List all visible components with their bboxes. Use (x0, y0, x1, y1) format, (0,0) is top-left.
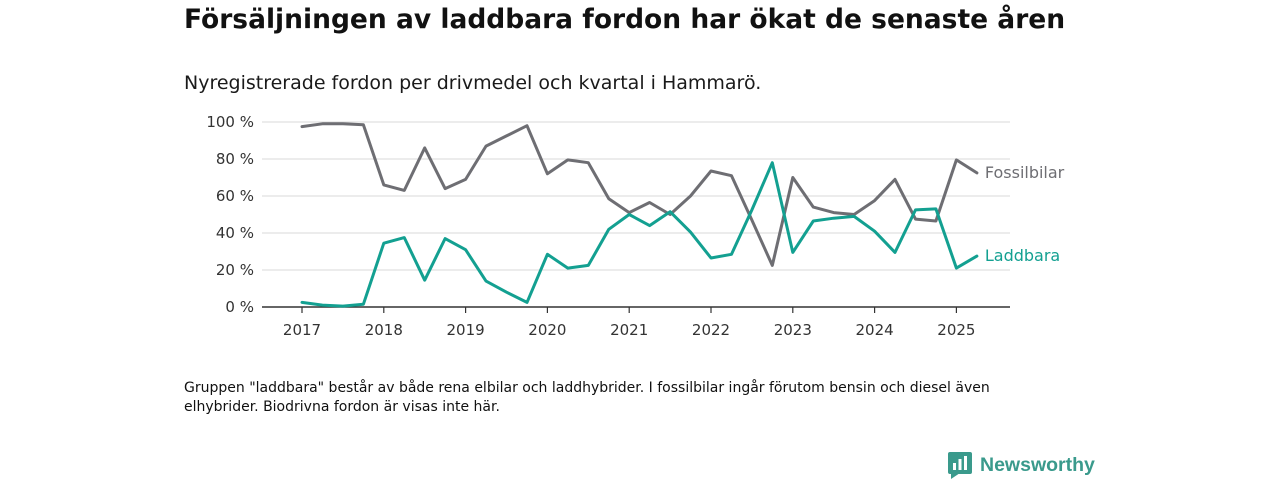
series-line-fossilbilar (300, 122, 979, 267)
x-tick-label: 2019 (447, 321, 485, 339)
series-line-laddbara (300, 161, 979, 308)
brand-name: Newsworthy (980, 453, 1095, 476)
x-tick-label: 2017 (283, 321, 321, 339)
y-tick-label: 0 % (225, 298, 254, 316)
y-tick-label: 20 % (216, 261, 254, 279)
series-label-fossilbilar: Fossilbilar (985, 163, 1065, 182)
x-tick-label: 2020 (528, 321, 566, 339)
chart-title: Försäljningen av laddbara fordon har öka… (184, 4, 1066, 35)
x-tick-label: 2022 (692, 321, 730, 339)
gridlines (262, 121, 1010, 271)
x-tick-label: 2018 (365, 321, 403, 339)
footnote: Gruppen "laddbara" består av både rena e… (184, 380, 990, 415)
x-axis: 2017 2018 2019 2020 2021 2022 2023 2024 2025 (262, 306, 1010, 339)
series-lines (300, 122, 979, 308)
x-tick-label: 2023 (774, 321, 812, 339)
bar-chart-speech-bubble-icon (948, 451, 972, 479)
x-tick-label: 2024 (856, 321, 894, 339)
chart-subtitle: Nyregistrerade fordon per drivmedel och … (184, 72, 762, 94)
brand-logo: Newsworthy (948, 451, 1095, 479)
y-tick-label: 80 % (216, 150, 254, 168)
y-tick-label: 60 % (216, 187, 254, 205)
x-tick-label: 2025 (937, 321, 975, 339)
x-tick-label: 2021 (610, 321, 648, 339)
y-axis: 0 % 20 % 40 % 60 % 80 % 100 % (206, 113, 254, 316)
y-tick-label: 40 % (216, 224, 254, 242)
series-label-laddbara: Laddbara (985, 246, 1060, 265)
series-labels: Fossilbilar Laddbara (985, 163, 1065, 265)
line-chart: 0 % 20 % 40 % 60 % 80 % 100 % 2017 2018 2019 202… (206, 113, 1065, 339)
y-tick-label: 100 % (206, 113, 254, 131)
